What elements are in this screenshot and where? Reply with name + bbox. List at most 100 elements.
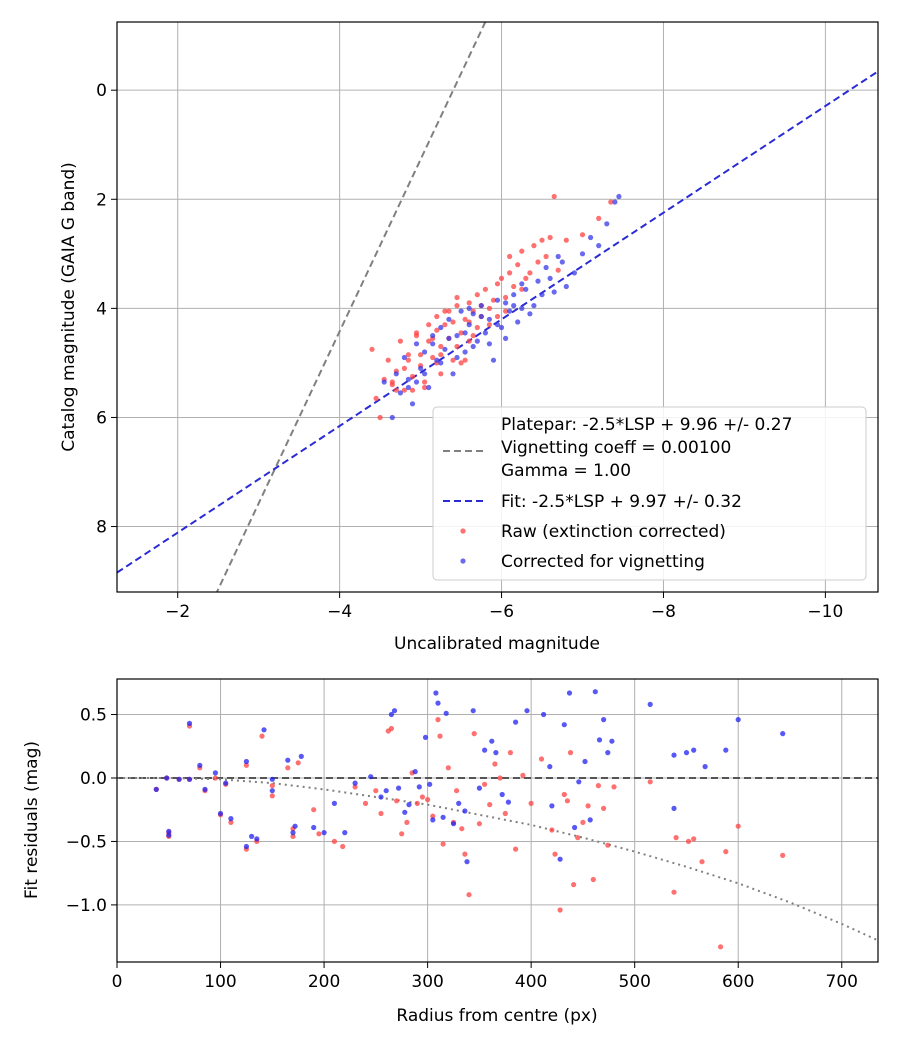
data-point (541, 711, 547, 718)
data-point (582, 758, 588, 765)
data-point (519, 248, 525, 254)
series-raw (369, 193, 614, 421)
data-point (422, 371, 428, 377)
data-point (438, 324, 444, 331)
data-point (735, 823, 741, 829)
data-point (551, 193, 557, 200)
data-point (476, 821, 482, 827)
data-point (435, 700, 441, 706)
data-point (352, 784, 358, 790)
data-point (433, 690, 439, 696)
data-point (511, 283, 517, 290)
data-point (389, 379, 395, 385)
data-point (446, 316, 452, 322)
data-point (487, 802, 493, 808)
data-point (377, 414, 383, 421)
data-point (269, 783, 275, 789)
data-point (555, 267, 561, 273)
data-point (405, 352, 411, 358)
data-point (647, 779, 653, 785)
legend-label-gamma: Gamma = 1.00 (501, 461, 631, 481)
legend-box (432, 406, 867, 581)
legend-label-vignetting: Vignetting coeff = 0.00100 (501, 438, 731, 458)
data-point (520, 772, 526, 779)
data-point (254, 836, 260, 842)
legend-label-corrected: Corrected for vignetting (501, 552, 705, 572)
data-point (269, 776, 275, 782)
data-point (561, 791, 567, 798)
bottom-x-axis-label: Radius from centre (px) (396, 1006, 597, 1026)
data-point (464, 859, 470, 865)
x-tick-label: 100 (204, 972, 236, 992)
data-point (440, 814, 446, 820)
data-point (383, 788, 389, 794)
bottom-residuals-plot: 0 100 200 300 400 500 600 700 0.5 0.0 −0.5 −1.0 Ra… (22, 678, 879, 1026)
data-point (385, 357, 391, 363)
x-tick-label: −6 (489, 602, 514, 622)
series-corrected (381, 193, 622, 421)
data-point (685, 838, 692, 845)
data-point (605, 842, 611, 848)
top-fit-lines (117, 22, 878, 592)
data-point (538, 756, 545, 762)
y-tick-label: 0 (96, 81, 107, 101)
data-point (409, 373, 416, 380)
data-point (557, 907, 563, 913)
data-point (166, 828, 172, 834)
x-tick-label: 400 (515, 972, 547, 992)
data-point (369, 346, 375, 352)
data-point (683, 750, 690, 756)
data-point (691, 747, 697, 753)
line-platepar (215, 22, 487, 592)
data-point (494, 297, 501, 303)
x-tick-label: 300 (411, 972, 443, 992)
data-point (456, 800, 462, 807)
top-y-axis-label: Catalog magnitude (GAIA G band) (59, 162, 79, 452)
data-point (524, 708, 530, 714)
y-tick-label: 4 (96, 299, 107, 319)
data-point (579, 232, 586, 238)
data-point (471, 731, 477, 737)
data-point (311, 824, 317, 831)
bottom-y-axis-label: Fit residuals (mag) (22, 741, 42, 899)
top-axes-frame (116, 21, 879, 593)
data-point (470, 708, 476, 714)
data-point (186, 720, 193, 727)
data-point (454, 788, 460, 794)
data-point (438, 352, 444, 358)
data-point (437, 733, 443, 739)
data-point (476, 785, 482, 791)
data-point (474, 292, 480, 298)
top-y-ticks: 0 2 4 6 8 (96, 81, 117, 538)
data-point (311, 807, 317, 813)
data-point (438, 371, 444, 377)
data-point (430, 354, 436, 361)
data-point (735, 717, 741, 723)
series-raw (153, 717, 786, 950)
data-point (430, 333, 436, 339)
data-point (290, 833, 296, 840)
x-tick-label: 0 (112, 972, 123, 992)
x-tick-label: −10 (807, 602, 843, 622)
data-point (596, 243, 602, 249)
data-point (691, 836, 697, 842)
data-point (409, 387, 416, 393)
data-point (450, 319, 456, 325)
data-point (555, 253, 561, 260)
x-tick-label: −2 (165, 602, 190, 622)
data-point (462, 316, 468, 322)
data-point (362, 800, 369, 807)
data-point (601, 717, 607, 723)
series-corrected (153, 689, 786, 865)
bottom-x-ticks: 0 100 200 300 400 500 600 700 (112, 962, 858, 992)
data-point (249, 833, 255, 840)
data-point (572, 824, 578, 831)
data-point (450, 357, 456, 363)
bottom-axes-frame (116, 678, 879, 963)
data-point (422, 379, 428, 385)
data-point (507, 308, 513, 314)
data-point (340, 843, 346, 850)
data-point (535, 278, 541, 284)
data-point (616, 193, 622, 200)
data-point (228, 819, 234, 826)
